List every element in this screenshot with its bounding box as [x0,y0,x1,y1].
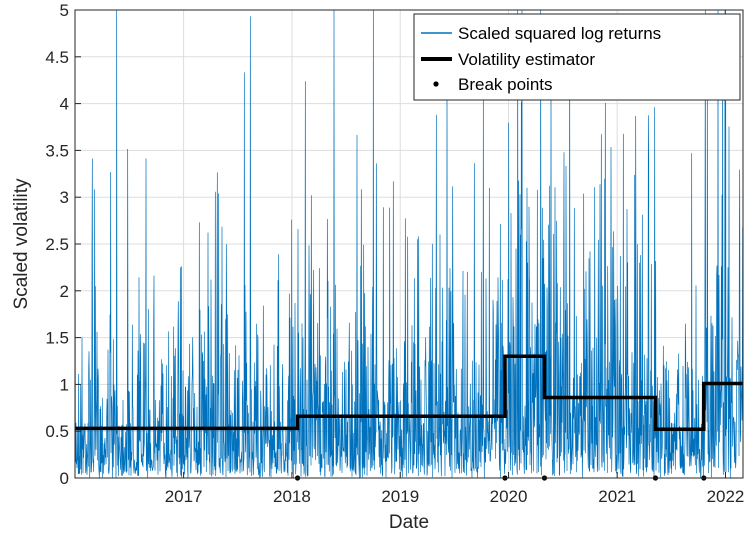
x-tick-label: 2021 [598,487,636,506]
estimator-series [75,354,743,432]
legend-breaks-label: Break points [458,75,553,94]
y-tick-label: 2 [60,282,69,301]
y-tick-label: 0.5 [45,422,69,441]
x-tick-label: 2020 [490,487,528,506]
y-axis-ticks: 0 0.5 1 1.5 2 2.5 3 3.5 4 4.5 5 [45,1,81,488]
legend-breaks-swatch [433,81,439,87]
estimator-line [75,354,743,432]
y-tick-label: 5 [60,1,69,20]
x-axis-ticks: 2017 2018 2019 2020 2021 2022 [165,472,745,506]
y-tick-label: 0 [60,469,69,488]
y-tick-label: 3.5 [45,141,69,160]
legend-box [413,13,741,101]
y-tick-label: 4.5 [45,48,69,67]
x-tick-label: 2022 [707,487,745,506]
legend-returns-label: Scaled squared log returns [458,24,661,43]
x-tick-label: 2019 [381,487,419,506]
y-tick-label: 1 [60,375,69,394]
y-tick-label: 3 [60,188,69,207]
break-points-series [294,475,707,481]
legend: Scaled squared log returns Volatility es… [413,13,741,101]
legend-estimator-label: Volatility estimator [458,50,595,69]
x-axis-label: Date [389,512,429,533]
x-tick-label: 2017 [165,487,203,506]
y-tick-label: 2.5 [45,235,69,254]
y-tick-label: 4 [60,95,69,114]
y-tick-label: 1.5 [45,329,69,348]
x-tick-label: 2018 [273,487,311,506]
y-axis-label: Scaled volatility [11,178,32,309]
